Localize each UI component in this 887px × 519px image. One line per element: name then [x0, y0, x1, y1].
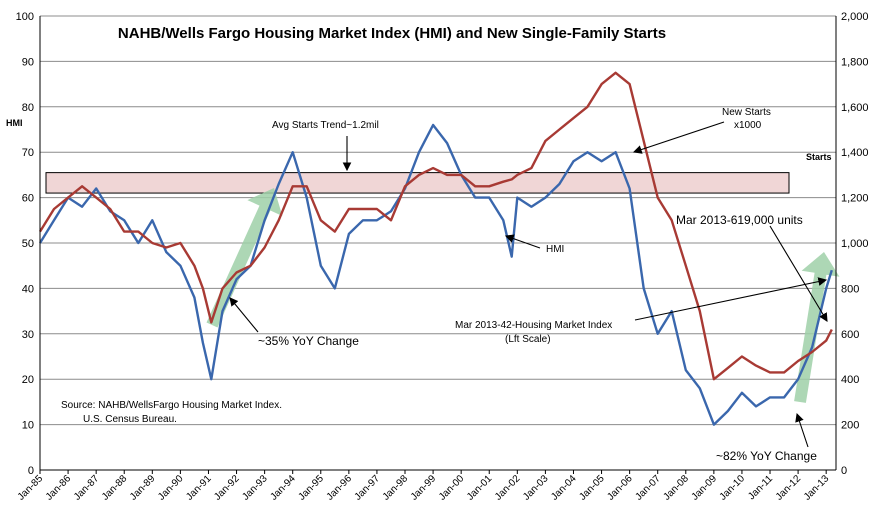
y-right-tick-label: 800 — [841, 283, 859, 295]
hmi-pointer — [504, 234, 541, 249]
yoy-right-pointer — [795, 412, 809, 448]
new-starts-pointer — [632, 121, 725, 154]
y-left-tick-label: 70 — [22, 147, 34, 159]
x-tick-label: Jan-93 — [240, 473, 270, 503]
x-tick-label: Jan-87 — [72, 473, 102, 503]
y-left-tick-label: 30 — [22, 329, 34, 341]
x-tick-label: Jan-11 — [746, 473, 775, 502]
x-tick-label: Jan-92 — [212, 473, 242, 503]
mar-starts-pointer — [769, 225, 828, 322]
x-tick-label: Jan-97 — [353, 473, 383, 503]
yoy-left-annotation: ~35% YoY Change — [258, 334, 359, 348]
y-right-tick-label: 0 — [841, 465, 847, 477]
yoy-arrow-left — [206, 188, 283, 328]
x-tick-label: Jan-98 — [381, 473, 411, 503]
x-tick-label: Jan-96 — [325, 473, 355, 503]
mar-starts-annotation: Mar 2013-619,000 units — [676, 213, 803, 227]
y-right-tick-label: 1,000 — [841, 238, 869, 250]
y-right-tick-label: 1,800 — [841, 56, 869, 68]
x-tick-label: Jan-10 — [718, 473, 748, 503]
x-tick-label: Jan-99 — [409, 473, 439, 503]
y-right-tick-label: 200 — [841, 420, 859, 432]
y-left-tick-label: 50 — [22, 238, 34, 250]
yoy-right-annotation: ~82% YoY Change — [716, 449, 817, 463]
x-tick-label: Jan-91 — [184, 473, 214, 503]
yoy-left-pointer — [229, 297, 259, 333]
x-tick-label: Jan-12 — [774, 473, 804, 503]
x-tick-label: Jan-89 — [128, 473, 158, 503]
y-right-tick-label: 2,000 — [841, 11, 869, 23]
mar-hmi-annotation: Mar 2013-42-Housing Market Index — [455, 320, 612, 331]
source-annotation: Source: NAHB/WellsFargo Housing Market I… — [61, 400, 282, 411]
y-right-tick-label: 1,600 — [841, 102, 869, 114]
x-tick-label: Jan-01 — [465, 473, 495, 503]
y-left-tick-label: 0 — [28, 465, 34, 477]
x-tick-label: Jan-02 — [493, 473, 523, 503]
x-tick-label: Jan-88 — [100, 473, 130, 503]
y-left-tick-label: 100 — [16, 11, 34, 23]
x-tick-label: Jan-08 — [662, 473, 692, 503]
starts-series-line — [38, 71, 833, 381]
y-right-tick-label: 600 — [841, 329, 859, 341]
y-left-tick-label: 80 — [22, 102, 34, 114]
hmi-series-line — [38, 123, 833, 426]
avg-starts-band — [45, 172, 790, 194]
x-tick-label: Jan-03 — [521, 473, 551, 503]
x-tick-label: Jan-95 — [297, 473, 327, 503]
source-annotation-2: U.S. Census Bureau. — [83, 414, 177, 425]
x-tick-label: Jan-00 — [437, 473, 467, 503]
y-right-axis-label: Starts — [806, 152, 832, 162]
x-tick-label: Jan-05 — [577, 473, 607, 503]
y-left-tick-label: 40 — [22, 283, 34, 295]
y-left-tick-label: 60 — [22, 193, 34, 205]
hmi-series-annotation: HMI — [546, 244, 564, 255]
x-tick-label: Jan-04 — [549, 473, 579, 503]
x-tick-label: Jan-94 — [268, 473, 298, 503]
y-left-tick-label: 90 — [22, 56, 34, 68]
chart-title: NAHB/Wells Fargo Housing Market Index (H… — [118, 25, 666, 42]
x-tick-label: Jan-09 — [690, 473, 720, 503]
x-tick-label: Jan-86 — [44, 473, 74, 503]
new-starts-unit-annotation: x1000 — [734, 120, 762, 131]
y-right-tick-label: 400 — [841, 374, 859, 386]
x-tick-label: Jan-06 — [605, 473, 635, 503]
mar-hmi-pointer — [634, 277, 828, 321]
x-tick-label: Jan-07 — [633, 473, 663, 503]
x-tick-label: Jan-13 — [802, 473, 832, 503]
y-right-tick-label: 1,400 — [841, 147, 869, 159]
y-left-tick-label: 10 — [22, 420, 34, 432]
y-left-axis-label: HMI — [6, 118, 23, 128]
x-tick-label: Jan-90 — [156, 473, 186, 503]
y-right-tick-label: 1,200 — [841, 193, 869, 205]
avg-trend-annotation: Avg Starts Trend~1.2mil — [272, 120, 379, 131]
new-starts-annotation: New Starts — [722, 107, 771, 118]
x-tick-label: Jan-85 — [16, 473, 46, 503]
y-left-tick-label: 20 — [22, 374, 34, 386]
mar-hmi-scale-annotation: (Lft Scale) — [505, 334, 551, 345]
